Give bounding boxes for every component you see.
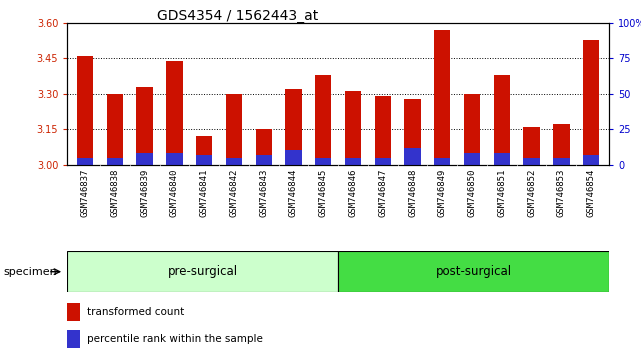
Bar — [434, 158, 451, 165]
Text: GSM746841: GSM746841 — [200, 169, 209, 217]
Bar — [464, 153, 480, 165]
Text: GSM746850: GSM746850 — [467, 169, 476, 217]
Bar — [67, 303, 80, 321]
Text: GSM746852: GSM746852 — [527, 169, 536, 217]
Text: GSM746854: GSM746854 — [587, 169, 595, 217]
Bar — [137, 153, 153, 165]
Text: transformed count: transformed count — [87, 307, 184, 317]
Bar — [166, 61, 183, 165]
Text: GSM746848: GSM746848 — [408, 169, 417, 217]
Bar — [404, 148, 420, 165]
Text: GSM746837: GSM746837 — [81, 169, 90, 217]
Bar — [404, 98, 420, 165]
Bar — [285, 150, 302, 165]
Bar — [374, 158, 391, 165]
Bar — [315, 75, 331, 165]
Text: GDS4354 / 1562443_at: GDS4354 / 1562443_at — [156, 9, 318, 23]
Bar — [77, 158, 94, 165]
Bar — [137, 87, 153, 165]
Text: GSM746842: GSM746842 — [229, 169, 238, 217]
Bar — [553, 125, 569, 165]
Bar — [196, 155, 212, 165]
Text: post-surgical: post-surgical — [435, 265, 512, 278]
Text: GSM746845: GSM746845 — [319, 169, 328, 217]
Bar — [345, 158, 361, 165]
Text: pre-surgical: pre-surgical — [168, 265, 238, 278]
Bar — [583, 155, 599, 165]
Bar — [77, 56, 94, 165]
Bar — [315, 158, 331, 165]
Bar — [464, 94, 480, 165]
Bar — [285, 89, 302, 165]
Text: GSM746843: GSM746843 — [259, 169, 268, 217]
Text: GSM746849: GSM746849 — [438, 169, 447, 217]
Bar — [524, 127, 540, 165]
Bar — [107, 94, 123, 165]
Bar — [256, 129, 272, 165]
Bar — [583, 40, 599, 165]
Bar — [67, 330, 80, 348]
Text: GSM746844: GSM746844 — [289, 169, 298, 217]
Bar — [553, 158, 569, 165]
Text: GSM746853: GSM746853 — [557, 169, 566, 217]
Text: GSM746846: GSM746846 — [349, 169, 358, 217]
Text: GSM746839: GSM746839 — [140, 169, 149, 217]
Text: GSM746840: GSM746840 — [170, 169, 179, 217]
Bar — [107, 158, 123, 165]
Bar — [226, 158, 242, 165]
Text: percentile rank within the sample: percentile rank within the sample — [87, 334, 262, 344]
Text: GSM746851: GSM746851 — [497, 169, 506, 217]
Bar — [494, 153, 510, 165]
FancyBboxPatch shape — [338, 251, 609, 292]
Bar — [434, 30, 451, 165]
Bar — [374, 96, 391, 165]
Bar — [166, 153, 183, 165]
Text: GSM746847: GSM746847 — [378, 169, 387, 217]
FancyBboxPatch shape — [67, 251, 338, 292]
Bar — [256, 155, 272, 165]
Text: GSM746838: GSM746838 — [110, 169, 119, 217]
Bar — [345, 91, 361, 165]
Bar — [226, 94, 242, 165]
Bar — [524, 158, 540, 165]
Bar — [196, 136, 212, 165]
Bar — [494, 75, 510, 165]
Text: specimen: specimen — [3, 267, 57, 277]
